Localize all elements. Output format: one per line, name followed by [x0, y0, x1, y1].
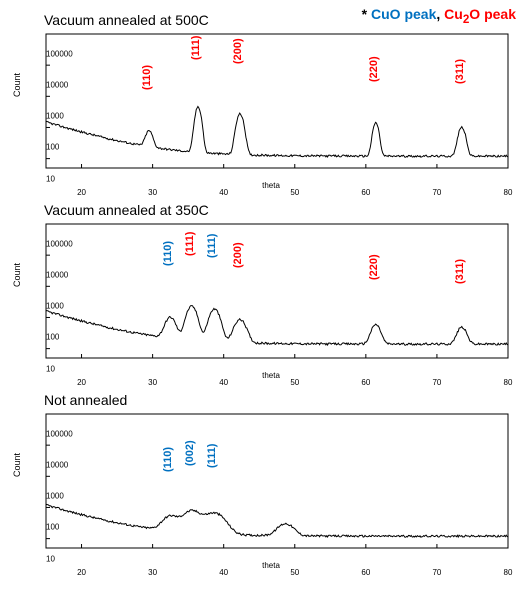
x-tick: 30 — [148, 188, 157, 197]
x-tick: 20 — [77, 378, 86, 387]
y-tick: 100000 — [46, 50, 48, 59]
x-tick: 30 — [148, 378, 157, 387]
y-tick: 100000 — [46, 240, 48, 249]
x-tick: 50 — [290, 378, 299, 387]
x-tick: 40 — [219, 378, 228, 387]
y-axis-label: Count — [12, 453, 22, 477]
x-tick: 50 — [290, 568, 299, 577]
legend-prefix: * — [362, 6, 371, 22]
panel-title: Vacuum annealed at 350C — [44, 202, 518, 218]
peak-label: (220) — [368, 254, 380, 280]
x-tick: 60 — [361, 188, 370, 197]
panel-title: Not annealed — [44, 392, 518, 408]
x-tick: 80 — [504, 568, 513, 577]
peak-label: (110) — [162, 447, 174, 472]
x-tick: 40 — [219, 188, 228, 197]
y-axis-label: Count — [12, 263, 22, 287]
x-tick: 60 — [361, 378, 370, 387]
peak-label: (110) — [141, 65, 153, 90]
legend-cuo: CuO peak — [371, 6, 436, 22]
y-tick: 100000 — [46, 430, 48, 439]
peak-label: (111) — [206, 234, 218, 258]
x-axis-label: theta — [262, 181, 280, 190]
peak-label: (200) — [232, 38, 244, 64]
x-tick: 60 — [361, 568, 370, 577]
x-tick: 80 — [504, 378, 513, 387]
y-tick: 1000 — [46, 112, 48, 121]
y-tick: 100 — [46, 333, 48, 342]
y-tick: 10 — [46, 554, 48, 563]
y-tick: 10 — [46, 364, 48, 373]
x-tick: 40 — [219, 568, 228, 577]
x-tick: 80 — [504, 188, 513, 197]
peak-label: (311) — [454, 59, 466, 84]
x-tick: 70 — [432, 568, 441, 577]
xrd-chart: 2030405060708010100100010000100000Countt… — [26, 410, 516, 568]
x-tick: 20 — [77, 188, 86, 197]
x-tick: 70 — [432, 378, 441, 387]
x-tick: 70 — [432, 188, 441, 197]
xrd-chart: 2030405060708010100100010000100000Countt… — [26, 30, 516, 188]
legend: * CuO peak, Cu2O peak — [362, 6, 516, 26]
peak-label: (111) — [206, 444, 218, 468]
peak-label: (002) — [184, 440, 196, 466]
peak-label: (220) — [368, 56, 380, 82]
y-tick: 10000 — [46, 461, 48, 470]
y-axis-label: Count — [12, 73, 22, 97]
peak-label: (111) — [190, 36, 202, 60]
y-tick: 1000 — [46, 492, 48, 501]
x-tick: 30 — [148, 568, 157, 577]
xrd-chart: 2030405060708010100100010000100000Countt… — [26, 220, 516, 378]
x-axis-label: theta — [262, 561, 280, 570]
x-tick: 50 — [290, 188, 299, 197]
peak-label: (110) — [162, 241, 174, 266]
peak-label: (200) — [232, 242, 244, 268]
legend-sep: , — [436, 6, 444, 22]
y-tick: 100 — [46, 523, 48, 532]
y-tick: 10 — [46, 174, 48, 183]
x-axis-label: theta — [262, 371, 280, 380]
y-tick: 100 — [46, 143, 48, 152]
x-tick: 20 — [77, 568, 86, 577]
legend-cu2o: Cu2O peak — [444, 6, 516, 22]
y-tick: 10000 — [46, 81, 48, 90]
peak-label: (311) — [454, 259, 466, 284]
y-tick: 1000 — [46, 302, 48, 311]
peak-label: (111) — [184, 232, 196, 256]
y-tick: 10000 — [46, 271, 48, 280]
